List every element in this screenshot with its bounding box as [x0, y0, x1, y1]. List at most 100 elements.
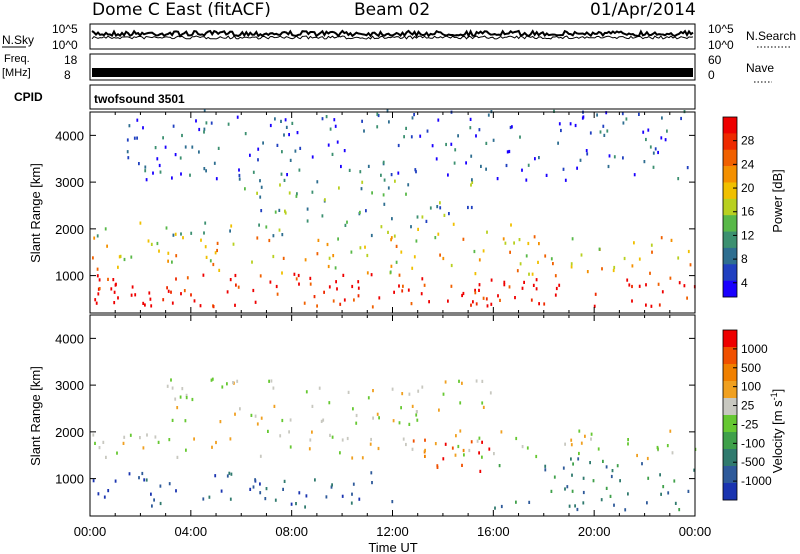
heatmap-cell: [481, 455, 483, 459]
heatmap-cell: [492, 138, 495, 142]
heatmap-cell: [117, 265, 119, 269]
heatmap-cell: [252, 485, 255, 489]
heatmap-cell: [436, 464, 439, 468]
heatmap-cell: [280, 119, 282, 123]
heatmap-cell: [415, 239, 418, 243]
heatmap-cell: [228, 471, 231, 475]
heatmap-cell: [624, 508, 627, 512]
heatmap-cell: [444, 380, 447, 384]
heatmap-cell: [323, 290, 325, 294]
heatmap-cell: [232, 242, 235, 246]
colorbar-swatch: [723, 231, 737, 249]
velocity-ylabel: Slant Range [km]: [28, 366, 43, 466]
heatmap-cell: [232, 381, 234, 385]
heatmap-cell: [316, 180, 319, 184]
heatmap-cell: [602, 459, 604, 463]
heatmap-cell: [249, 153, 251, 157]
heatmap-cell: [167, 289, 170, 293]
heatmap-cell: [478, 451, 480, 455]
heatmap-cell: [552, 262, 554, 266]
heatmap-cell: [139, 221, 142, 225]
heatmap-cell: [643, 160, 646, 164]
heatmap-cell: [582, 490, 585, 495]
colorbar-tick-label: 12: [741, 228, 755, 242]
heatmap-cell: [686, 166, 689, 170]
heatmap-cell: [439, 206, 442, 210]
heatmap-cell: [503, 283, 506, 287]
heatmap-cell: [303, 301, 306, 305]
heatmap-cell: [94, 441, 96, 445]
heatmap-cell: [475, 302, 478, 306]
heatmap-cell: [486, 230, 488, 234]
heatmap-cell: [370, 233, 373, 238]
heatmap-cell: [159, 170, 162, 174]
heatmap-cell: [589, 461, 591, 465]
heatmap-cell: [341, 494, 344, 498]
heatmap-cell: [226, 474, 229, 478]
heatmap-cell: [407, 183, 410, 187]
heatmap-cell: [475, 379, 478, 383]
heatmap-cell: [357, 294, 360, 298]
heatmap-cell: [329, 433, 331, 437]
heatmap-cell: [578, 451, 580, 456]
heatmap-cell: [305, 494, 308, 498]
heatmap-cell: [439, 253, 441, 257]
heatmap-cell: [256, 191, 258, 195]
heatmap-cell: [264, 497, 267, 501]
heatmap-cell: [410, 225, 412, 229]
heatmap-cell: [382, 160, 385, 164]
heatmap-cell: [214, 251, 217, 255]
heatmap-cell: [387, 186, 390, 190]
colorbar-swatch: [723, 364, 737, 382]
heatmap-cell: [444, 442, 447, 446]
heatmap-cell: [569, 122, 572, 126]
heatmap-cell: [148, 291, 151, 295]
heatmap-cell: [652, 151, 655, 155]
heatmap-cell: [393, 290, 395, 294]
heatmap-cell: [142, 446, 145, 450]
heatmap-cell: [162, 298, 165, 302]
heatmap-cell: [110, 287, 113, 291]
heatmap-cell: [553, 475, 556, 479]
heatmap-cell: [601, 267, 603, 271]
heatmap-cell: [447, 299, 449, 303]
heatmap-cell: [182, 236, 184, 240]
heatmap-cell: [577, 457, 580, 461]
heatmap-cell: [183, 289, 186, 293]
heatmap-cell: [386, 109, 389, 113]
heatmap-cell: [447, 173, 449, 177]
colorbar-tick-label: 25: [741, 399, 755, 413]
heatmap-cell: [342, 273, 345, 277]
heatmap-cell: [457, 444, 460, 449]
heatmap-cell: [260, 185, 263, 189]
heatmap-cell: [283, 178, 286, 182]
heatmap-cell: [274, 117, 276, 121]
heatmap-cell: [311, 404, 314, 408]
heatmap-cell: [158, 163, 161, 168]
heatmap-cell: [413, 113, 415, 117]
heatmap-cell: [236, 379, 239, 383]
heatmap-cell: [651, 250, 653, 254]
heatmap-cell: [130, 255, 133, 259]
heatmap-cell: [376, 125, 379, 129]
heatmap-cell: [431, 144, 434, 148]
heatmap-cell: [669, 276, 672, 280]
heatmap-cell: [405, 192, 407, 196]
heatmap-cell: [479, 469, 482, 473]
heatmap-cell: [428, 300, 430, 304]
heatmap-cell: [220, 489, 223, 493]
heatmap-cell: [410, 302, 413, 306]
heatmap-cell: [463, 453, 465, 457]
heatmap-cell: [514, 296, 516, 300]
heatmap-cell: [411, 266, 414, 270]
heatmap-cell: [412, 439, 415, 443]
heatmap-cell: [334, 124, 337, 128]
heatmap-cell: [338, 186, 340, 190]
heatmap-cell: [159, 484, 162, 488]
heatmap-cell: [175, 254, 178, 258]
nsky-series: [91, 29, 694, 39]
heatmap-cell: [156, 241, 159, 246]
xtick-label: 12:00: [376, 524, 409, 539]
heatmap-cell: [283, 133, 285, 137]
heatmap-cell: [311, 155, 314, 159]
